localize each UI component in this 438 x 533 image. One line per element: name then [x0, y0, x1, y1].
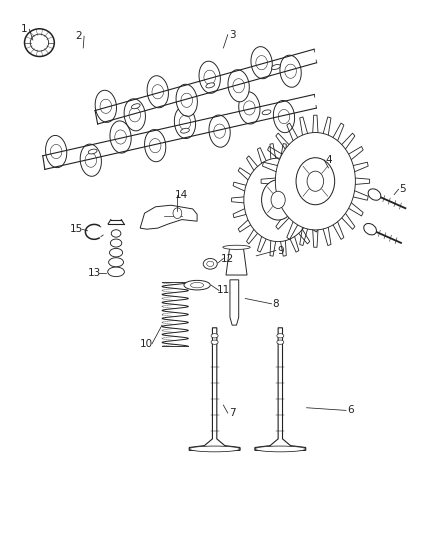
Ellipse shape: [207, 261, 214, 266]
Ellipse shape: [30, 34, 49, 51]
Ellipse shape: [109, 257, 124, 266]
Text: 1: 1: [21, 25, 28, 34]
Text: 6: 6: [347, 406, 354, 415]
Ellipse shape: [211, 334, 218, 338]
Circle shape: [244, 158, 312, 241]
Ellipse shape: [280, 55, 301, 87]
Ellipse shape: [95, 90, 117, 123]
Ellipse shape: [255, 446, 306, 452]
Ellipse shape: [111, 230, 121, 237]
Ellipse shape: [108, 267, 124, 277]
Ellipse shape: [110, 248, 123, 257]
Ellipse shape: [277, 340, 284, 344]
Ellipse shape: [239, 92, 260, 124]
Polygon shape: [255, 328, 306, 450]
Ellipse shape: [273, 101, 295, 133]
Ellipse shape: [174, 107, 196, 139]
Ellipse shape: [223, 245, 250, 249]
Ellipse shape: [211, 340, 218, 344]
Circle shape: [271, 191, 285, 208]
Circle shape: [276, 133, 355, 230]
Text: 3: 3: [229, 30, 236, 39]
Ellipse shape: [262, 110, 271, 115]
Ellipse shape: [368, 189, 381, 200]
Text: 2: 2: [75, 31, 82, 41]
Text: 8: 8: [272, 299, 279, 309]
Ellipse shape: [191, 282, 204, 288]
Text: 9: 9: [277, 246, 284, 255]
Ellipse shape: [176, 84, 198, 116]
Ellipse shape: [25, 29, 54, 56]
Ellipse shape: [184, 280, 210, 290]
Ellipse shape: [272, 64, 280, 69]
Polygon shape: [230, 280, 239, 325]
Polygon shape: [226, 247, 247, 275]
Ellipse shape: [46, 135, 67, 168]
Polygon shape: [140, 205, 197, 229]
Text: 5: 5: [399, 184, 406, 194]
Polygon shape: [95, 49, 317, 124]
Ellipse shape: [147, 76, 169, 108]
Text: 12: 12: [221, 254, 234, 263]
Circle shape: [307, 171, 324, 191]
Ellipse shape: [206, 83, 215, 88]
Ellipse shape: [228, 70, 249, 102]
Ellipse shape: [203, 259, 217, 269]
Text: 4: 4: [325, 155, 332, 165]
Ellipse shape: [189, 446, 240, 452]
Polygon shape: [189, 328, 240, 450]
Circle shape: [173, 208, 182, 219]
Ellipse shape: [110, 239, 122, 247]
Text: 11: 11: [217, 286, 230, 295]
Text: 14: 14: [175, 190, 188, 199]
Text: 10: 10: [140, 339, 153, 349]
Ellipse shape: [364, 223, 377, 235]
Text: 13: 13: [88, 268, 101, 278]
Ellipse shape: [80, 144, 102, 176]
Ellipse shape: [277, 334, 284, 338]
Ellipse shape: [131, 104, 140, 109]
Ellipse shape: [209, 115, 230, 147]
Ellipse shape: [88, 149, 97, 154]
Ellipse shape: [180, 128, 189, 133]
Circle shape: [261, 180, 295, 220]
Circle shape: [296, 158, 335, 205]
Polygon shape: [43, 94, 316, 169]
Ellipse shape: [124, 99, 145, 131]
Ellipse shape: [251, 47, 272, 79]
Ellipse shape: [145, 130, 166, 161]
Ellipse shape: [199, 61, 220, 93]
Ellipse shape: [110, 121, 131, 153]
Text: 7: 7: [229, 408, 236, 418]
Text: 15: 15: [70, 224, 83, 234]
